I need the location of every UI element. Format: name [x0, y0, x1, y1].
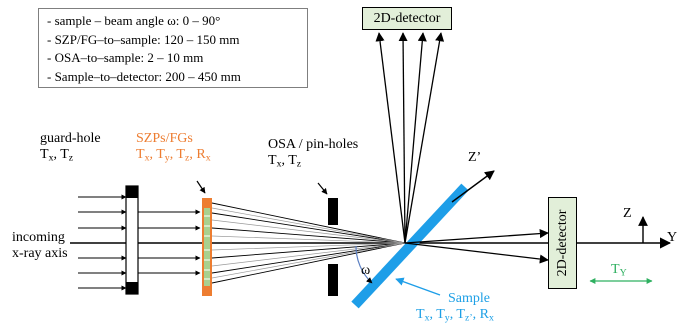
z-prime-axis-arrow — [451, 170, 495, 203]
lab-y-label: Y — [667, 230, 678, 245]
scattered-beams-top — [375, 32, 445, 244]
top-2d-detector: 2D-detector — [362, 7, 452, 30]
sample-axes: Tx, Ty, Tz’, Rx — [416, 307, 494, 324]
guard-to-szp-beams — [138, 209, 201, 276]
param-line-detector-distance: - Sample–to–detector: 200 – 450 mm — [47, 68, 241, 84]
omega-angle-arc — [355, 245, 373, 284]
param-line-osa-distance: - OSA–to–sample: 2 – 10 mm — [47, 50, 204, 65]
omega-label: ω — [361, 263, 371, 278]
param-line-szp-distance: - SZP/FG–to–sample: 120 – 150 mm — [47, 31, 240, 47]
osa-title: OSA / pin-holes — [268, 137, 359, 152]
osa-axes: Tx, Tz — [268, 153, 302, 170]
guard-hole-axes: Tx, Tz — [40, 147, 74, 164]
osa-lower-blade — [328, 264, 338, 296]
osa-label: OSA / pin-holes Tx, Tz — [268, 137, 358, 170]
right-2d-detector: 2D-detector — [548, 197, 577, 289]
incoming-line-1: incoming — [12, 230, 65, 245]
guard-hole-label: guard-hole Tx, Tz — [40, 131, 101, 164]
param-line-angle: - sample – beam angle ω: 0 – 90° — [47, 13, 221, 28]
sample-label: Sample Tx, Ty, Tz’, Rx — [416, 291, 494, 324]
szp-label: SZPs/FGs Tx, Ty, Tz, Rx — [136, 131, 211, 164]
top-detector-label: 2D-detector — [373, 11, 441, 26]
osa-pointer-arrow — [317, 182, 328, 195]
right-detector-label: 2D-detector — [554, 209, 570, 277]
guard-hole-aperture — [125, 185, 139, 295]
z-prime-label: Z’ — [468, 150, 482, 165]
osa-upper-blade — [328, 198, 338, 225]
incoming-beam-arrows — [78, 194, 127, 291]
sample-plate — [351, 183, 469, 309]
szp-title: SZPs/FGs — [136, 131, 193, 146]
incoming-line-2: x-ray axis — [12, 246, 68, 262]
t-y-label: TY — [611, 262, 627, 279]
scattered-beams-right — [404, 229, 549, 264]
sample-title: Sample — [447, 291, 490, 306]
lab-z-label: Z — [623, 206, 632, 221]
szp-axes: Tx, Ty, Tz, Rx — [136, 147, 211, 164]
converging-beams-light — [211, 207, 406, 279]
sample-pointer-arrow — [395, 277, 441, 296]
szp-fg-optics — [202, 198, 212, 296]
guard-hole-title: guard-hole — [40, 131, 101, 146]
parameters-box: - sample – beam angle ω: 0 – 90° - SZP/F… — [38, 8, 308, 88]
szp-pointer-arrow — [196, 180, 206, 194]
converging-beams — [211, 202, 406, 284]
incoming-beam-label: incoming x-ray axis — [12, 230, 68, 262]
